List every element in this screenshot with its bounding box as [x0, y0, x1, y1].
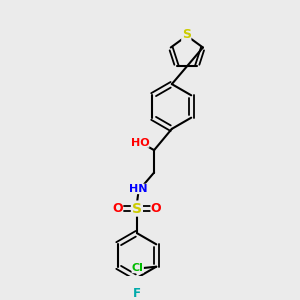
- Text: HO: HO: [130, 137, 149, 148]
- Text: F: F: [133, 287, 141, 300]
- Text: S: S: [182, 28, 191, 41]
- Text: O: O: [112, 202, 123, 215]
- Text: HN: HN: [129, 184, 148, 194]
- Text: O: O: [151, 202, 161, 215]
- Text: S: S: [132, 202, 142, 216]
- Text: Cl: Cl: [132, 263, 144, 273]
